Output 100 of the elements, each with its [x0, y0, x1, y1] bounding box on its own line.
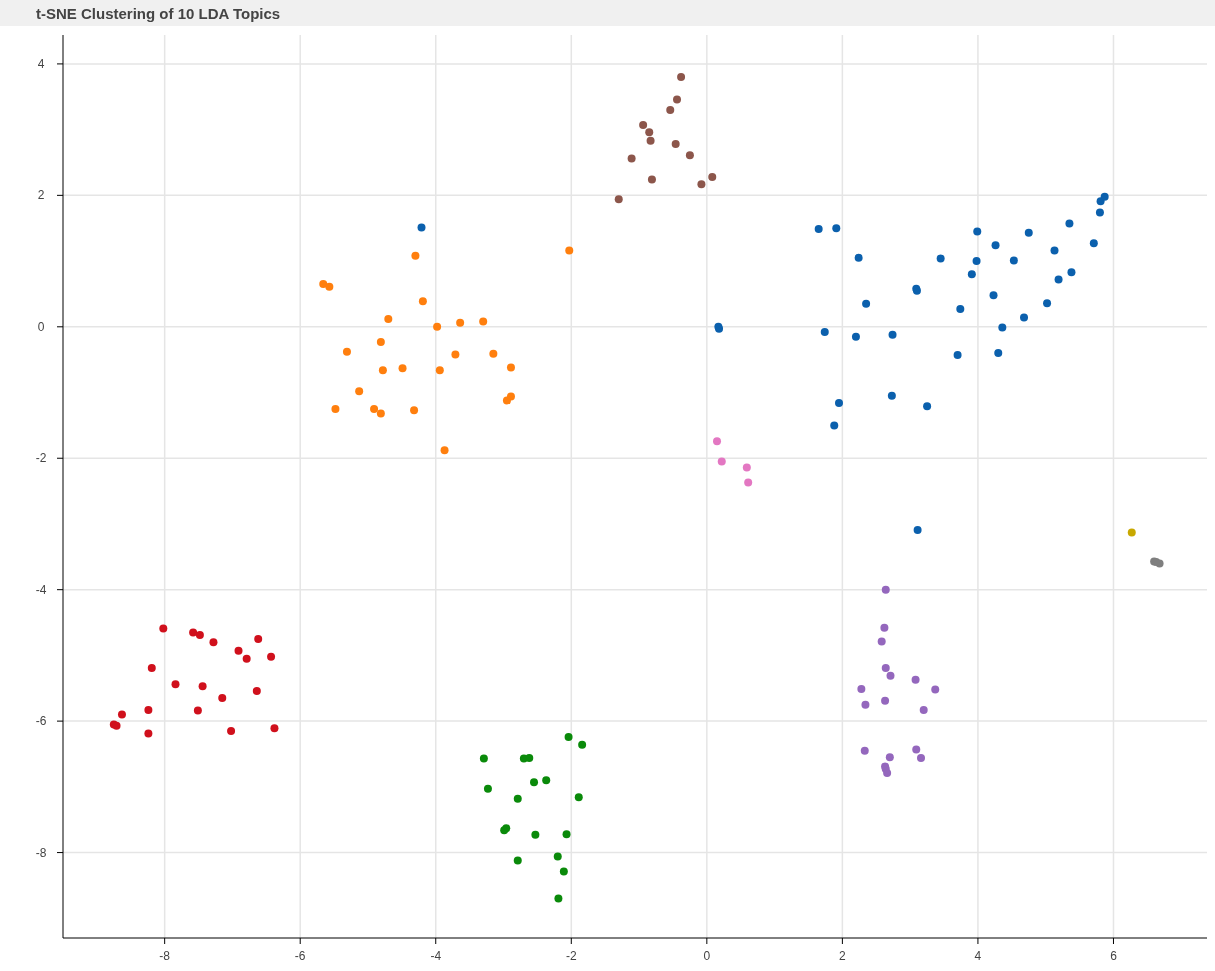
point: [410, 406, 419, 415]
point: [562, 830, 571, 839]
point: [881, 663, 890, 672]
point: [479, 317, 488, 326]
x-tick-label: 4: [974, 949, 982, 963]
point: [513, 794, 522, 803]
point: [355, 387, 364, 396]
point: [378, 366, 387, 375]
point: [242, 654, 251, 663]
point: [144, 729, 153, 738]
point: [972, 257, 981, 266]
point: [1054, 275, 1063, 284]
y-tick-label: 4: [37, 56, 45, 71]
point: [913, 525, 922, 534]
point: [376, 409, 385, 418]
point: [252, 686, 261, 695]
point: [417, 223, 426, 232]
point: [708, 172, 717, 181]
point: [627, 154, 636, 163]
point: [506, 363, 515, 372]
point: [159, 624, 168, 633]
point: [923, 402, 932, 411]
point: [998, 323, 1007, 332]
point: [883, 769, 892, 778]
y-tick-label: 2: [37, 188, 45, 203]
y-tick-label: -4: [35, 582, 47, 597]
point: [440, 446, 449, 455]
point: [147, 663, 156, 672]
chart-title: t-SNE Clustering of 10 LDA Topics: [36, 5, 281, 22]
point: [857, 684, 866, 693]
point: [483, 784, 492, 793]
point: [835, 399, 843, 408]
point: [931, 685, 940, 694]
point: [559, 867, 568, 876]
point: [502, 396, 511, 405]
point: [513, 856, 522, 865]
point: [911, 675, 920, 684]
point: [820, 328, 829, 337]
point: [565, 246, 574, 255]
point: [912, 745, 921, 754]
point: [830, 421, 839, 430]
point: [456, 318, 465, 327]
point: [325, 282, 334, 291]
point: [578, 740, 587, 749]
y-tick-label: 0: [37, 319, 45, 334]
x-tick-label: -4: [430, 949, 442, 963]
point: [860, 746, 869, 755]
x-tick-label: -8: [159, 949, 171, 963]
point: [554, 894, 563, 903]
point: [666, 105, 675, 114]
point: [888, 330, 897, 339]
point: [479, 754, 488, 763]
point: [418, 297, 427, 306]
point: [881, 696, 890, 705]
point: [917, 753, 925, 762]
point: [956, 305, 965, 314]
point: [270, 724, 279, 733]
point: [677, 73, 686, 82]
point: [854, 253, 863, 262]
point: [193, 706, 202, 715]
point: [218, 694, 227, 703]
point: [673, 95, 682, 104]
point: [542, 776, 551, 785]
point: [553, 852, 562, 861]
point: [885, 753, 894, 762]
point: [989, 291, 998, 300]
y-tick-label: -2: [35, 451, 47, 466]
point: [195, 631, 204, 640]
point: [1067, 268, 1076, 277]
point: [639, 121, 648, 130]
y-tick-label: -8: [35, 845, 47, 860]
point: [1065, 219, 1074, 228]
point: [254, 634, 263, 643]
point: [645, 128, 654, 137]
point: [267, 652, 276, 661]
point: [994, 349, 1003, 358]
point: [973, 227, 982, 236]
point: [814, 224, 823, 233]
point: [171, 680, 180, 689]
point: [530, 778, 539, 787]
point: [1100, 192, 1109, 201]
point: [1009, 256, 1018, 265]
point: [1050, 246, 1059, 255]
point: [851, 332, 860, 341]
x-tick-label: 0: [703, 949, 711, 963]
point: [1095, 208, 1104, 217]
point: [376, 337, 385, 346]
x-tick-label: 6: [1110, 949, 1118, 963]
point: [713, 437, 721, 446]
point: [384, 314, 393, 323]
point: [886, 671, 895, 680]
point: [189, 628, 198, 637]
point: [574, 793, 583, 802]
point: [117, 710, 126, 719]
point: [953, 351, 962, 360]
point: [646, 136, 655, 145]
x-tick-label: -2: [565, 949, 577, 963]
point: [1043, 299, 1052, 308]
point: [319, 280, 328, 289]
point: [1089, 239, 1098, 248]
